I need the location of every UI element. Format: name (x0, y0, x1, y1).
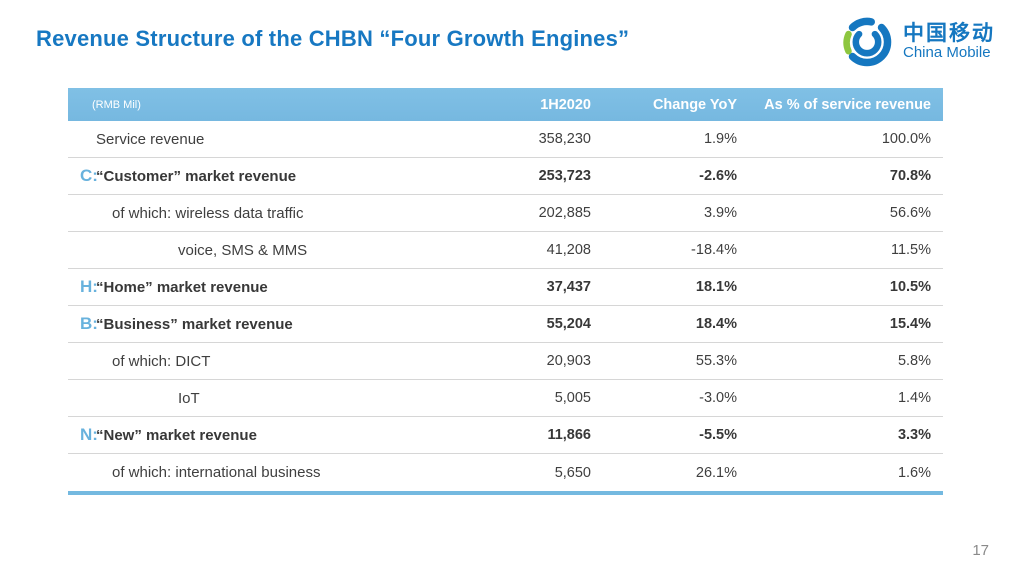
value-change-yoy: 1.9% (703, 131, 737, 147)
value-change-yoy: 3.9% (703, 205, 737, 221)
page-title: Revenue Structure of the CHBN “Four Grow… (36, 26, 630, 51)
table-header-change-yoy: Change YoY (652, 96, 737, 113)
value-1h2020: 253,723 (538, 168, 591, 184)
row-label: of which: DICT (112, 352, 211, 370)
table-row: Service revenue 358,230 1.9% 100.0% (68, 121, 943, 158)
row-label: of which: wireless data traffic (112, 204, 304, 222)
value-pct-service-revenue: 3.3% (897, 427, 931, 443)
value-1h2020: 11,866 (547, 427, 591, 443)
logo-name-chinese: 中国移动 (903, 22, 995, 46)
table-header-row: (RMB Mil) 1H2020 Change YoY As % of serv… (68, 88, 943, 121)
row-label: IoT (178, 389, 200, 407)
row-label: “New” market revenue (96, 427, 257, 444)
row-label-cell: IoT (68, 390, 463, 407)
value-1h2020: 5,005 (554, 390, 591, 406)
table-header-pct-service-revenue: As % of service revenue (764, 96, 931, 113)
value-pct-service-revenue: 10.5% (889, 279, 931, 295)
row-label-cell: B: “Business” market revenue (68, 314, 463, 334)
row-label-cell: C: “Customer” market revenue (68, 166, 463, 186)
table-header-unit: (RMB Mil) (68, 99, 463, 111)
growth-engine-letter: N: (80, 425, 98, 444)
table-row: of which: wireless data traffic 202,885 … (68, 195, 943, 232)
row-label: “Customer” market revenue (96, 168, 297, 185)
value-1h2020: 20,903 (546, 353, 591, 369)
growth-engine-letter: H: (80, 277, 98, 296)
row-label-cell: voice, SMS & MMS (68, 242, 463, 259)
row-label: Service revenue (96, 130, 205, 148)
china-mobile-logo-text: 中国移动 China Mobile (903, 22, 995, 62)
value-pct-service-revenue: 11.5% (890, 242, 931, 258)
table-header-1h2020: 1H2020 (540, 96, 591, 113)
logo-name-english: China Mobile (903, 44, 991, 62)
unit-label: (RMB Mil) (92, 98, 141, 111)
china-mobile-logo-icon (843, 17, 892, 67)
value-1h2020: 37,437 (546, 279, 591, 295)
value-1h2020: 358,230 (538, 131, 591, 147)
china-mobile-logo: 中国移动 China Mobile (839, 14, 995, 70)
revenue-table: (RMB Mil) 1H2020 Change YoY As % of serv… (68, 88, 943, 495)
growth-engine-letter: B: (80, 314, 98, 333)
value-pct-service-revenue: 100.0% (881, 131, 931, 147)
value-1h2020: 5,650 (554, 464, 591, 481)
value-change-yoy: -18.4% (691, 242, 737, 258)
row-label-cell: of which: DICT (68, 353, 463, 370)
table-row: N: “New” market revenue 11,866 -5.5% 3.3… (68, 417, 943, 454)
value-change-yoy: -2.6% (699, 168, 737, 184)
table-row: of which: international business 5,650 2… (68, 454, 943, 491)
table-row: voice, SMS & MMS 41,208 -18.4% 11.5% (68, 232, 943, 269)
table-row: C: “Customer” market revenue 253,723 -2.… (68, 158, 943, 195)
value-pct-service-revenue: 70.8% (889, 168, 931, 184)
value-change-yoy: 18.1% (695, 279, 737, 295)
growth-engine-letter: C: (80, 166, 98, 185)
value-pct-service-revenue: 1.6% (897, 464, 931, 481)
value-1h2020: 55,204 (546, 316, 591, 332)
row-label: “Home” market revenue (96, 279, 268, 296)
row-label-cell: Service revenue (68, 131, 463, 148)
table-body: Service revenue 358,230 1.9% 100.0% C: “… (68, 121, 943, 491)
value-change-yoy: -5.5% (699, 427, 737, 443)
value-pct-service-revenue: 56.6% (889, 205, 931, 221)
value-1h2020: 41,208 (546, 242, 591, 258)
row-label-cell: of which: international business (68, 464, 463, 481)
value-change-yoy: 55.3% (695, 353, 737, 369)
row-label: voice, SMS & MMS (178, 241, 308, 259)
row-label-cell: H: “Home” market revenue (68, 277, 463, 297)
value-pct-service-revenue: 15.4% (889, 316, 931, 332)
table-row: IoT 5,005 -3.0% 1.4% (68, 380, 943, 417)
row-label: “Business” market revenue (96, 316, 293, 333)
value-change-yoy: 26.1% (695, 464, 737, 481)
page-number: 17 (972, 542, 989, 559)
value-pct-service-revenue: 1.4% (897, 390, 931, 406)
value-change-yoy: -3.0% (699, 390, 737, 406)
table-row: of which: DICT 20,903 55.3% 5.8% (68, 343, 943, 380)
table-row: B: “Business” market revenue 55,204 18.4… (68, 306, 943, 343)
value-pct-service-revenue: 5.8% (897, 353, 931, 369)
value-1h2020: 202,885 (538, 205, 591, 221)
table-row: H: “Home” market revenue 37,437 18.1% 10… (68, 269, 943, 306)
row-label-cell: of which: wireless data traffic (68, 205, 463, 222)
row-label-cell: N: “New” market revenue (68, 425, 463, 445)
row-label: of which: international business (112, 464, 321, 481)
value-change-yoy: 18.4% (695, 316, 737, 332)
